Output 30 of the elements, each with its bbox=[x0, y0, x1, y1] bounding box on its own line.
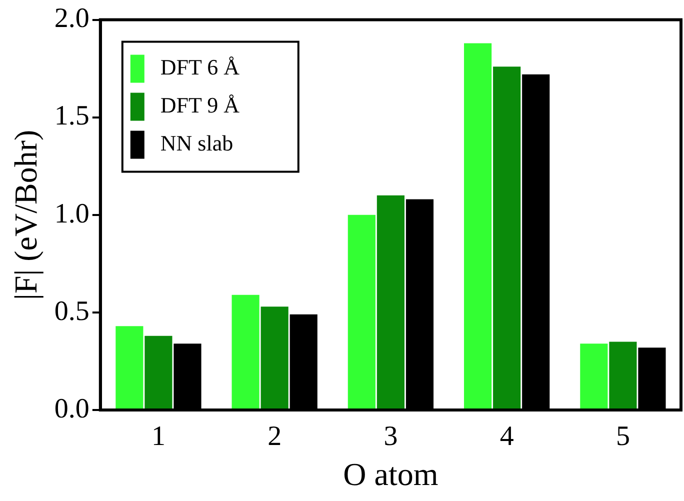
bar bbox=[493, 66, 521, 409]
bar bbox=[232, 294, 260, 409]
bar bbox=[174, 344, 202, 409]
bar bbox=[260, 306, 288, 409]
bar bbox=[522, 74, 550, 409]
bar bbox=[580, 344, 608, 409]
legend-label: DFT 9 Å bbox=[160, 92, 240, 118]
x-tick-label: 5 bbox=[616, 421, 630, 452]
bar bbox=[348, 214, 376, 409]
bar bbox=[406, 199, 434, 409]
x-tick-label: 3 bbox=[384, 421, 398, 452]
bar bbox=[116, 326, 144, 409]
bar bbox=[609, 342, 637, 409]
legend-label: NN slab bbox=[160, 130, 234, 156]
bar bbox=[376, 195, 404, 409]
bar bbox=[144, 336, 172, 409]
y-tick-label: 2.0 bbox=[54, 3, 90, 34]
bar bbox=[464, 43, 492, 409]
x-axis-title: O atom bbox=[343, 456, 438, 492]
bar bbox=[638, 348, 666, 409]
legend-label: DFT 6 Å bbox=[160, 54, 240, 80]
y-tick-label: 0.0 bbox=[54, 393, 90, 424]
x-tick-label: 2 bbox=[268, 421, 282, 452]
bar bbox=[290, 314, 318, 409]
x-tick-label: 1 bbox=[151, 421, 166, 452]
x-tick-label: 4 bbox=[500, 421, 514, 452]
y-tick-label: 0.5 bbox=[54, 296, 90, 327]
y-tick-label: 1.0 bbox=[54, 198, 90, 230]
y-axis-title: |F| (eV/Bohr) bbox=[8, 130, 44, 300]
y-tick-label: 1.5 bbox=[54, 100, 90, 132]
